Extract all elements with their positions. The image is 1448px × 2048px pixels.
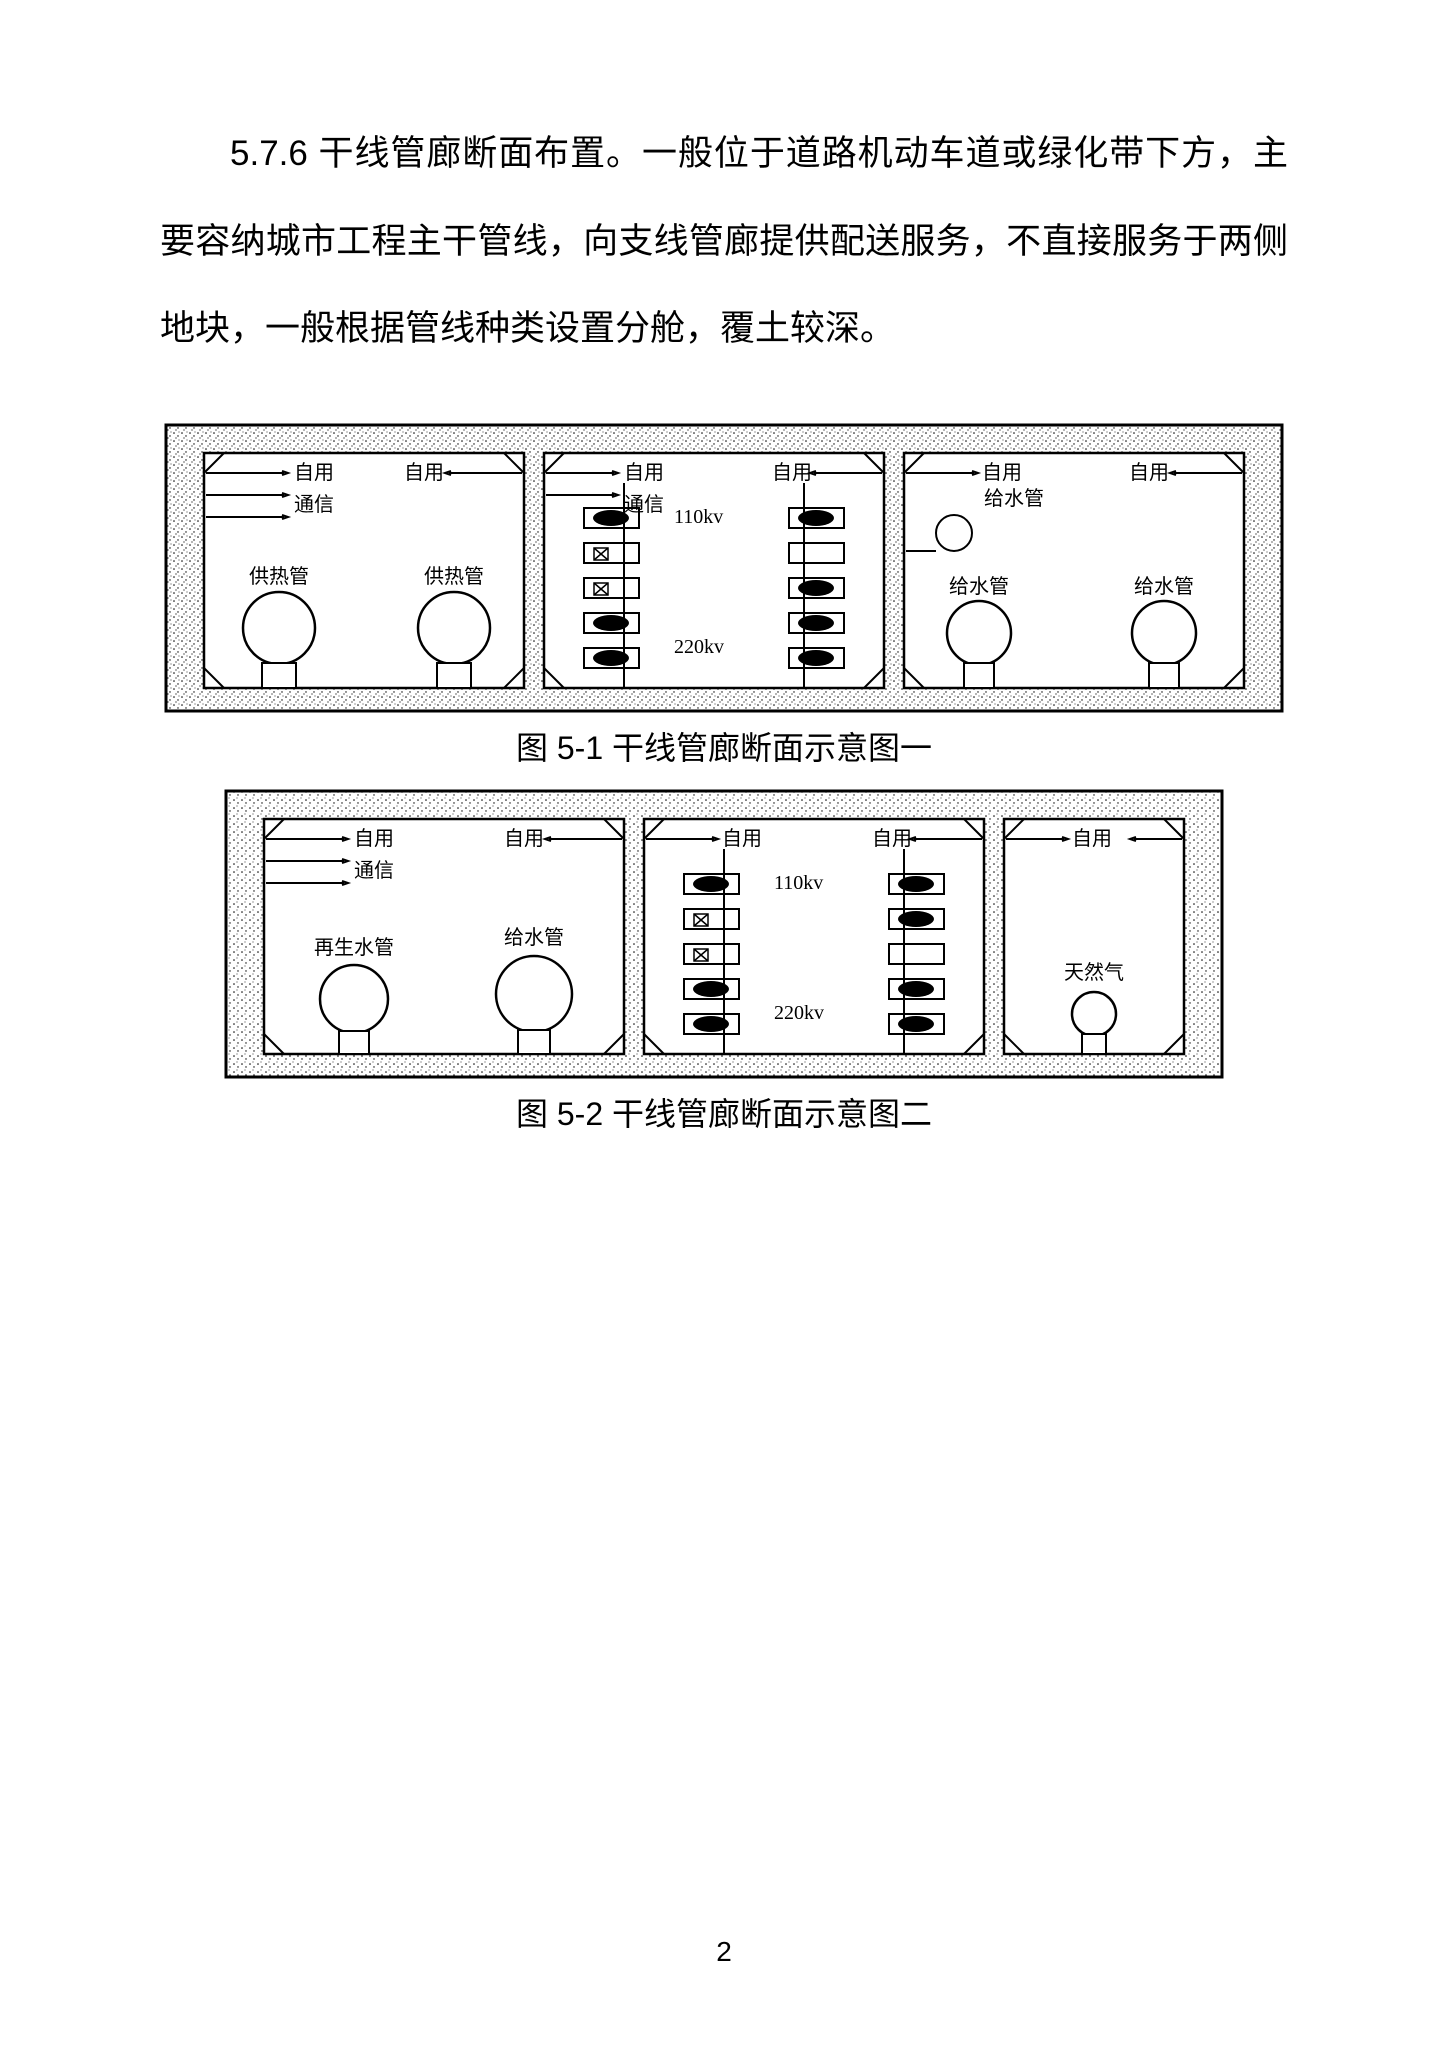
label-220kv: 220kv	[674, 636, 724, 658]
caption-5-2: 图 5-2 干线管廊断面示意图二	[160, 1089, 1288, 1135]
label-ziyong: 自用	[624, 461, 664, 484]
label-ziyong: 自用	[1129, 461, 1169, 484]
label-ziyong: 自用	[354, 827, 394, 850]
paragraph: 5.7.6 干线管廊断面布置。一般位于道路机动车道或绿化带下方，主要容纳城市工程…	[160, 110, 1288, 373]
label-ziyong: 自用	[772, 461, 812, 484]
label-gongre: 供热管	[424, 565, 484, 588]
diagram-5-1: 自用 通信 自用 供热管 供热管 自用 通信	[164, 423, 1284, 713]
page-number: 2	[0, 1936, 1448, 1968]
label-ziyong: 自用	[982, 461, 1022, 484]
label-ziyong: 自用	[504, 827, 544, 850]
label-ziyong: 自用	[1072, 827, 1112, 850]
label-110kv: 110kv	[774, 872, 823, 894]
label-ziyong: 自用	[722, 827, 762, 850]
diagram-5-2: 自用 通信 自用 再生水管 给水管 自用 自用	[224, 789, 1224, 1079]
label-220kv: 220kv	[774, 1002, 824, 1024]
label-geishui: 给水管	[949, 575, 1009, 598]
caption-5-1: 图 5-1 干线管廊断面示意图一	[160, 723, 1288, 769]
label-geishui: 给水管	[984, 487, 1044, 510]
label-tianranqi: 天然气	[1064, 961, 1124, 984]
figure-5-1: 自用 通信 自用 供热管 供热管 自用 通信	[160, 423, 1288, 769]
label-tongxin: 通信	[354, 859, 394, 882]
label-ziyong: 自用	[872, 827, 912, 850]
label-ziyong: 自用	[404, 461, 444, 484]
label-geishui: 给水管	[1134, 575, 1194, 598]
label-tongxin: 通信	[624, 493, 664, 516]
label-tongxin: 通信	[294, 493, 334, 516]
label-zaisheng: 再生水管	[314, 936, 394, 959]
label-geishui: 给水管	[504, 926, 564, 949]
figure-5-2: 自用 通信 自用 再生水管 给水管 自用 自用	[160, 789, 1288, 1135]
label-ziyong: 自用	[294, 461, 334, 484]
label-gongre: 供热管	[249, 565, 309, 588]
paragraph-text: 干线管廊断面布置。一般位于道路机动车道或绿化带下方，主要容纳城市工程主干管线，向…	[160, 134, 1288, 348]
label-110kv: 110kv	[674, 506, 723, 528]
section-number: 5.7.6	[230, 134, 308, 173]
